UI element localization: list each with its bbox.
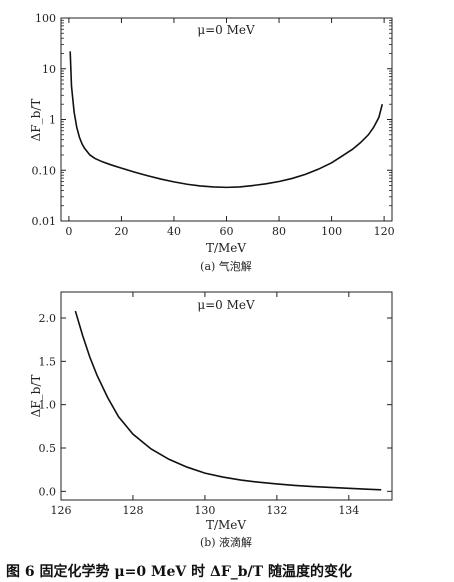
- x-tick-label: 126: [51, 504, 72, 517]
- x-tick-label: 120: [374, 225, 395, 238]
- y-tick-label: 2.0: [39, 312, 57, 325]
- x-tick-label: 0: [65, 225, 72, 238]
- x-tick-label: 128: [122, 504, 143, 517]
- y-tick-label: 100: [35, 12, 56, 25]
- y-tick-label: 1: [49, 114, 56, 127]
- x-axis-ticks-a: 0 20 40 60 80 100 120: [65, 18, 395, 238]
- x-tick-label: 20: [114, 225, 128, 238]
- x-tick-label: 134: [338, 504, 359, 517]
- data-line-a: [69, 51, 384, 189]
- y-tick-label: 10: [42, 63, 56, 76]
- y-tick-label: 0.5: [39, 442, 57, 455]
- data-line-b: [74, 310, 382, 491]
- y-axis-label-a: ΔF_b/T: [29, 99, 43, 142]
- x-tick-label: 80: [272, 225, 286, 238]
- x-axis-ticks-b: 126 128 130 132 134: [51, 292, 359, 517]
- y-axis-ticks-b: 0.0 0.5 1.0 1.5 2.0: [39, 312, 392, 498]
- x-tick-label: 40: [167, 225, 181, 238]
- x-tick-label: 100: [321, 225, 342, 238]
- panel-b-droplet-solution: 0.00.51.01.52.0 126 128 130 132 134 μ=0 MeV …: [29, 291, 393, 549]
- y-tick-label: 0.01: [32, 215, 57, 228]
- y-tick-label: 0.10: [32, 164, 57, 177]
- annotation-b: μ=0 MeV: [197, 298, 255, 312]
- x-axis-label-b: T/MeV: [206, 518, 246, 532]
- x-tick-label: 132: [266, 504, 287, 517]
- y-tick-label: 1.5: [39, 355, 57, 368]
- x-tick-label: 130: [194, 504, 215, 517]
- subcaption-b: (b) 液滴解: [200, 535, 252, 549]
- plot-frame-a: [60, 17, 393, 222]
- figure-caption: 图 6 固定化学势 μ=0 MeV 时 ΔF_b/T 随温度的变化: [6, 563, 352, 580]
- subcaption-a: (a) 气泡解: [200, 259, 252, 273]
- y-axis-ticks-a: 0.01 0.10 1 10 100: [32, 12, 392, 228]
- x-tick-label: 60: [220, 225, 234, 238]
- annotation-a: μ=0 MeV: [197, 23, 255, 37]
- y-tick-label: 1.0: [39, 399, 57, 412]
- y-tick-label: 0.0: [39, 485, 57, 498]
- panel-a-bubble-solution: 0.01 0.10 1 10 100 0 20 40 60 80 100 120 μ=0 MeV Δ…: [29, 12, 395, 273]
- y-axis-label-b: ΔF_b/T: [29, 375, 43, 418]
- x-axis-label-a: T/MeV: [206, 241, 246, 255]
- plot-frame-b: [60, 291, 393, 501]
